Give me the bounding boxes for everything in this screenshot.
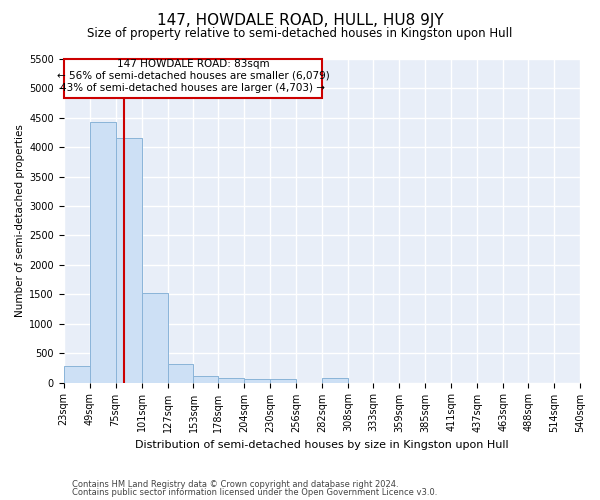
Bar <box>142 292 167 382</box>
Bar <box>193 376 218 382</box>
Text: Contains public sector information licensed under the Open Government Licence v3: Contains public sector information licen… <box>72 488 437 497</box>
Text: 147 HOWDALE ROAD: 83sqm: 147 HOWDALE ROAD: 83sqm <box>116 59 269 69</box>
Bar <box>244 379 271 382</box>
Bar <box>116 138 142 382</box>
Bar <box>322 378 348 382</box>
Y-axis label: Number of semi-detached properties: Number of semi-detached properties <box>15 124 25 317</box>
Bar <box>89 122 116 382</box>
Bar <box>64 59 322 98</box>
Text: Size of property relative to semi-detached houses in Kingston upon Hull: Size of property relative to semi-detach… <box>88 28 512 40</box>
Text: 43% of semi-detached houses are larger (4,703) →: 43% of semi-detached houses are larger (… <box>61 82 325 92</box>
Bar <box>271 379 296 382</box>
Bar <box>64 366 89 382</box>
Text: 147, HOWDALE ROAD, HULL, HU8 9JY: 147, HOWDALE ROAD, HULL, HU8 9JY <box>157 12 443 28</box>
Text: ← 56% of semi-detached houses are smaller (6,079): ← 56% of semi-detached houses are smalle… <box>56 71 329 81</box>
Text: Contains HM Land Registry data © Crown copyright and database right 2024.: Contains HM Land Registry data © Crown c… <box>72 480 398 489</box>
Bar <box>218 378 244 382</box>
X-axis label: Distribution of semi-detached houses by size in Kingston upon Hull: Distribution of semi-detached houses by … <box>135 440 509 450</box>
Bar <box>167 364 193 382</box>
